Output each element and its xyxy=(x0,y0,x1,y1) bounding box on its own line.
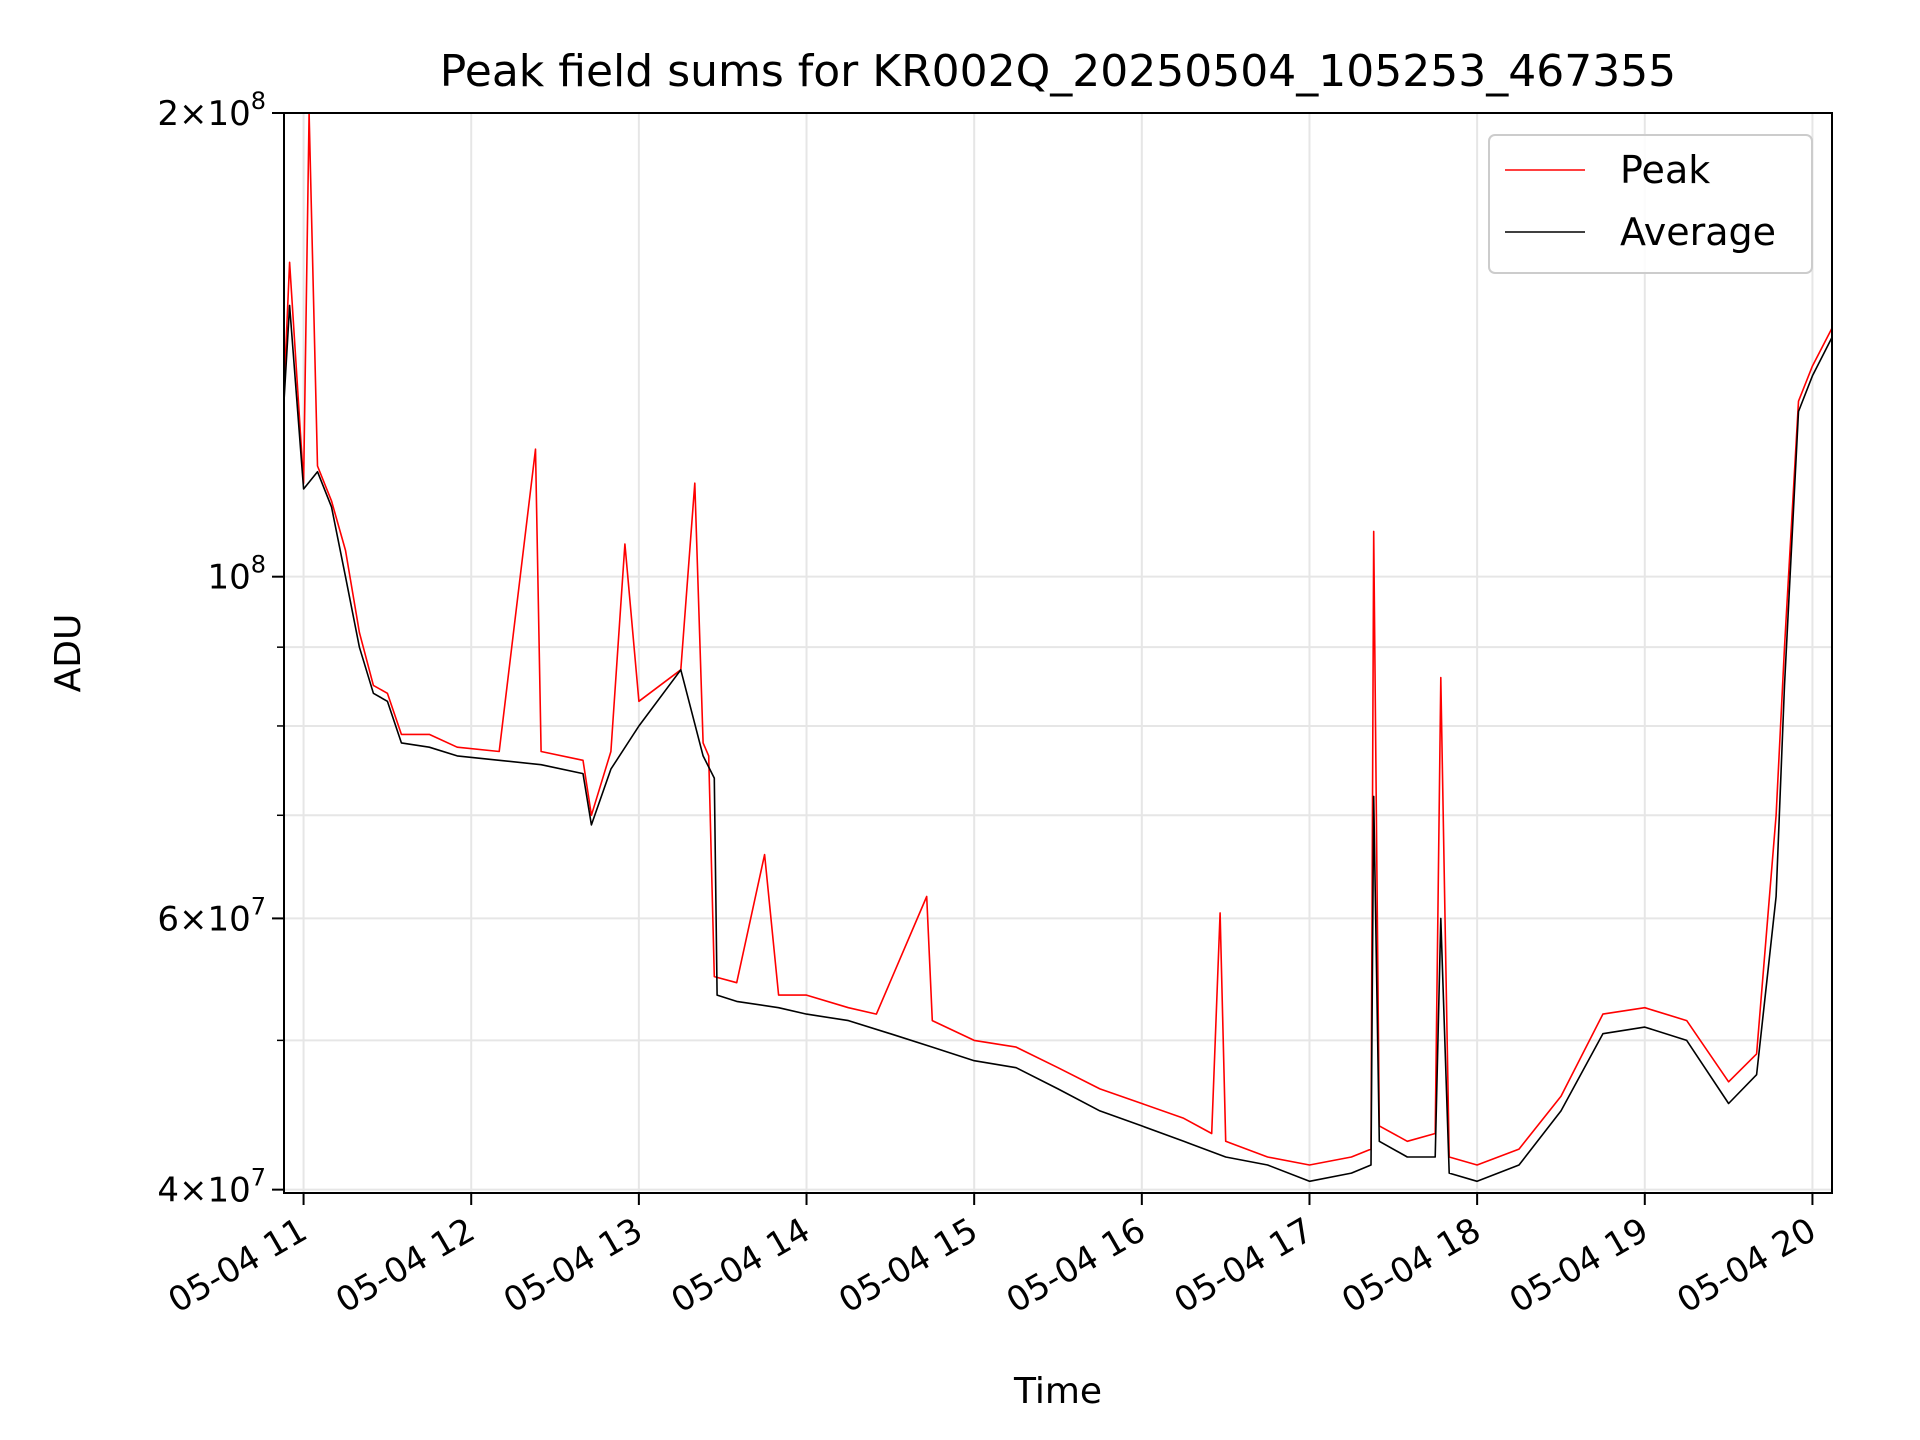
series-line-average xyxy=(283,304,1833,1183)
plot-frame xyxy=(283,112,1833,1194)
series-layer xyxy=(283,112,1833,1183)
grid xyxy=(284,112,1832,1193)
chart-title: Peak field sums for KR002Q_20250504_1052… xyxy=(440,46,1676,97)
series-line-peak xyxy=(283,112,1833,1166)
y-axis-label: ADU xyxy=(48,614,89,693)
y-tick-label: 2×108 xyxy=(157,87,266,134)
y-tick-label: 108 xyxy=(207,551,266,598)
legend: Peak Average xyxy=(1488,134,1813,274)
y-tick-label: 4×107 xyxy=(157,1164,266,1211)
y-tick-label: 6×107 xyxy=(157,892,266,939)
x-axis-label: Time xyxy=(1013,1371,1102,1412)
legend-label-peak: Peak xyxy=(1620,148,1710,192)
legend-label-average: Average xyxy=(1620,210,1776,254)
y-axis: 108 2×108 6×107 4×107 xyxy=(157,87,284,1211)
